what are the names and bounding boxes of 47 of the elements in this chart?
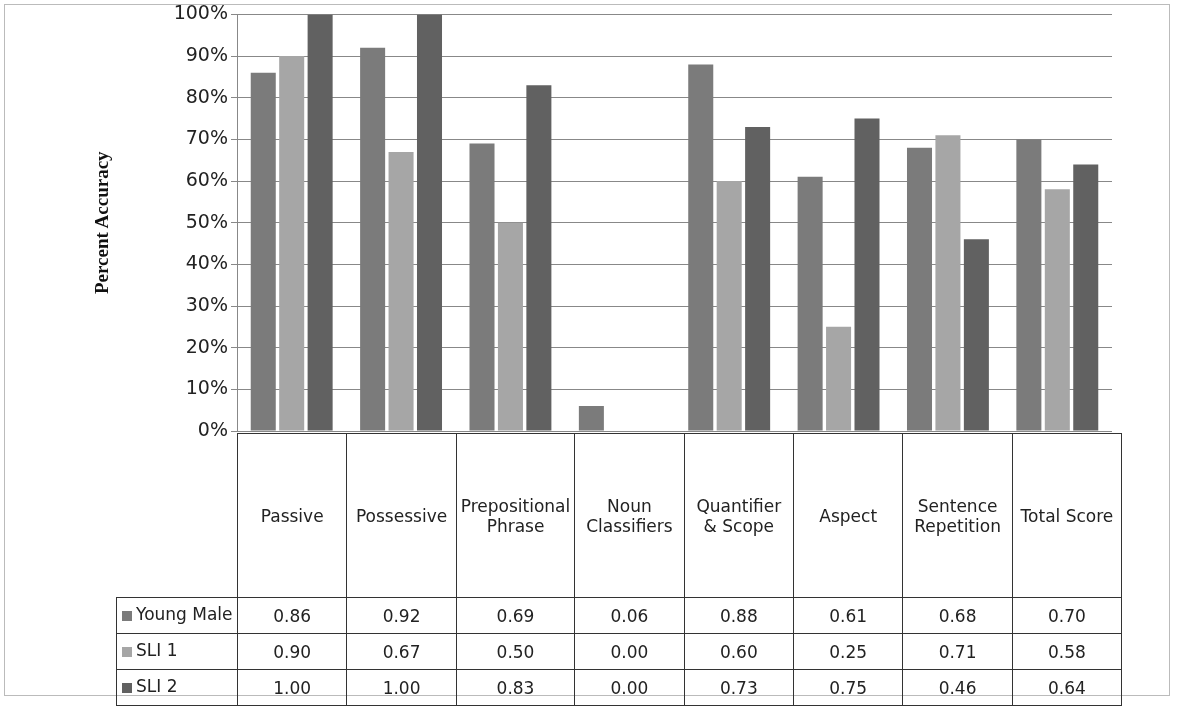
data-label: 0.92 (346, 597, 457, 634)
x-tick-label: Quantifier & Scope (684, 433, 794, 598)
y-tick-label: 50% (185, 209, 228, 232)
data-label: 0.61 (793, 597, 903, 634)
data-label: 0.70 (1012, 597, 1122, 634)
data-label: 0.73 (684, 669, 794, 706)
legend-label: SLI 1 (136, 640, 178, 661)
data-label: 0.60 (684, 633, 794, 670)
x-tick-label: Sentence Repetition (902, 433, 1013, 598)
data-label: 0.71 (902, 633, 1013, 670)
y-tick-label: 70% (185, 126, 228, 149)
data-label: 0.90 (237, 633, 347, 670)
data-label: 0.00 (574, 633, 685, 670)
data-label: 1.00 (346, 669, 457, 706)
data-label: 0.58 (1012, 633, 1122, 670)
data-label: 0.86 (237, 597, 347, 634)
y-tick-label: 80% (185, 84, 228, 107)
data-label: 0.68 (902, 597, 1013, 634)
data-label: 0.83 (456, 669, 575, 706)
legend-label: SLI 2 (136, 676, 178, 697)
x-tick-label: Aspect (793, 433, 903, 598)
y-tick-label: 60% (185, 167, 228, 190)
data-label: 0.75 (793, 669, 903, 706)
x-tick-label: Possessive (346, 433, 457, 598)
y-axis-title: Percent Accuracy (91, 150, 113, 295)
y-tick-label: 90% (185, 43, 228, 65)
y-tick-label: 20% (185, 334, 228, 357)
data-label: 0.88 (684, 597, 794, 634)
y-tick-label: 10% (185, 376, 228, 399)
data-label: 0.50 (456, 633, 575, 670)
y-tick-label: 0% (197, 417, 228, 440)
x-tick-label: Total Score (1012, 433, 1122, 598)
legend-label: Young Male (135, 604, 233, 625)
y-tick-label: 30% (185, 292, 228, 315)
data-label: 0.69 (456, 597, 575, 634)
x-tick-label: Noun Classifiers (574, 433, 685, 598)
data-label: 0.46 (902, 669, 1013, 706)
y-tick-label: 40% (185, 251, 228, 274)
data-label: 0.06 (574, 597, 685, 634)
x-tick-label: Prepositional Phrase (456, 433, 575, 598)
data-label: 0.64 (1012, 669, 1122, 706)
data-label: 0.00 (574, 669, 685, 706)
data-label: 1.00 (237, 669, 347, 706)
data-label: 0.67 (346, 633, 457, 670)
y-tick-label: 100% (173, 1, 228, 24)
data-label: 0.25 (793, 633, 903, 670)
x-tick-label: Passive (237, 433, 347, 598)
